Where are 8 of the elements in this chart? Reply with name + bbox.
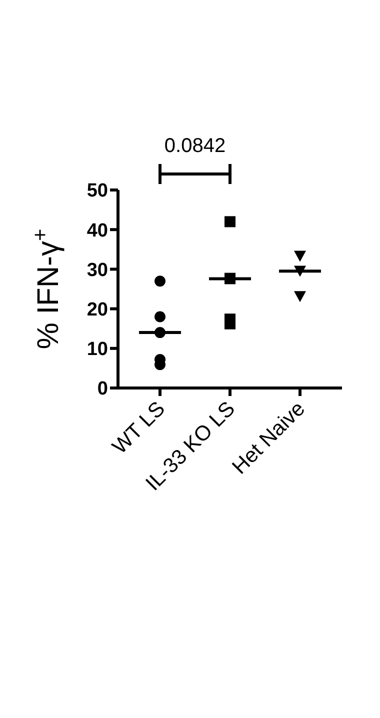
x-tick-label: WT LS xyxy=(108,397,170,459)
y-tick-label: 40 xyxy=(86,220,108,242)
y-tick-label: 20 xyxy=(86,300,108,321)
y-tick-label: 0 xyxy=(97,378,108,400)
y-tick-label: 10 xyxy=(86,339,108,360)
text: 0.0842 xyxy=(164,135,226,157)
y-tick-label: 50 xyxy=(86,180,108,202)
y-tick-label: 30 xyxy=(86,260,108,281)
